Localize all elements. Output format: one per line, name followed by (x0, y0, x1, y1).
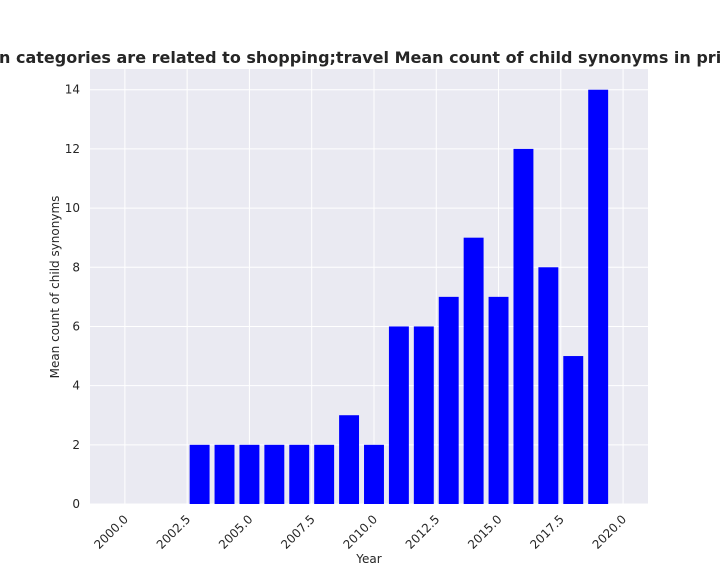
x-tick-labels: 2000.0 2002.5 2005.0 2007.5 2010.0 2012.5 2015… (91, 512, 629, 552)
x-tick-label: 2007.5 (278, 512, 318, 552)
grid (90, 69, 648, 505)
y-tick-label: 14 (65, 83, 80, 97)
x-tick-label: 2020.0 (590, 512, 630, 552)
chart-title: n categories are related to shopping;tra… (0, 48, 720, 67)
bar-2017 (538, 267, 559, 504)
bars (189, 89, 609, 505)
bar-2014 (463, 237, 484, 504)
x-tick-label: 2012.5 (403, 512, 443, 552)
y-tick-label: 4 (72, 379, 80, 393)
y-tick-labels: 0 2 4 6 8 10 12 14 (65, 83, 80, 511)
bar-2009 (339, 415, 360, 504)
bar-2012 (413, 326, 434, 504)
y-tick-label: 6 (72, 319, 80, 333)
bar-2007 (289, 444, 310, 504)
bar-2003 (189, 444, 210, 504)
bar-2011 (388, 326, 409, 504)
y-tick-label: 2 (72, 438, 80, 452)
x-tick-label: 2005.0 (216, 512, 256, 552)
y-axis-label: Mean count of child synonyms (48, 196, 62, 379)
x-tick-label: 2000.0 (91, 512, 131, 552)
bar-2013 (438, 296, 459, 504)
bar-2019 (588, 89, 609, 504)
bar-2005 (239, 444, 260, 504)
y-tick-label: 12 (65, 142, 80, 156)
y-tick-label: 0 (72, 497, 80, 511)
bar-2018 (563, 356, 584, 504)
x-tick-label: 2002.5 (154, 512, 194, 552)
bar-2004 (214, 444, 235, 504)
x-tick-label: 2017.5 (527, 512, 567, 552)
bar-2006 (264, 444, 285, 504)
x-tick-label: 2015.0 (465, 512, 505, 552)
bar-2016 (513, 148, 534, 505)
x-tick-label: 2010.0 (341, 512, 381, 552)
bar-2008 (314, 444, 335, 504)
y-tick-label: 10 (65, 201, 80, 215)
bar-2010 (364, 444, 384, 504)
x-axis-label: Year (355, 552, 381, 566)
bar-2015 (488, 296, 509, 504)
y-tick-label: 8 (72, 260, 80, 274)
